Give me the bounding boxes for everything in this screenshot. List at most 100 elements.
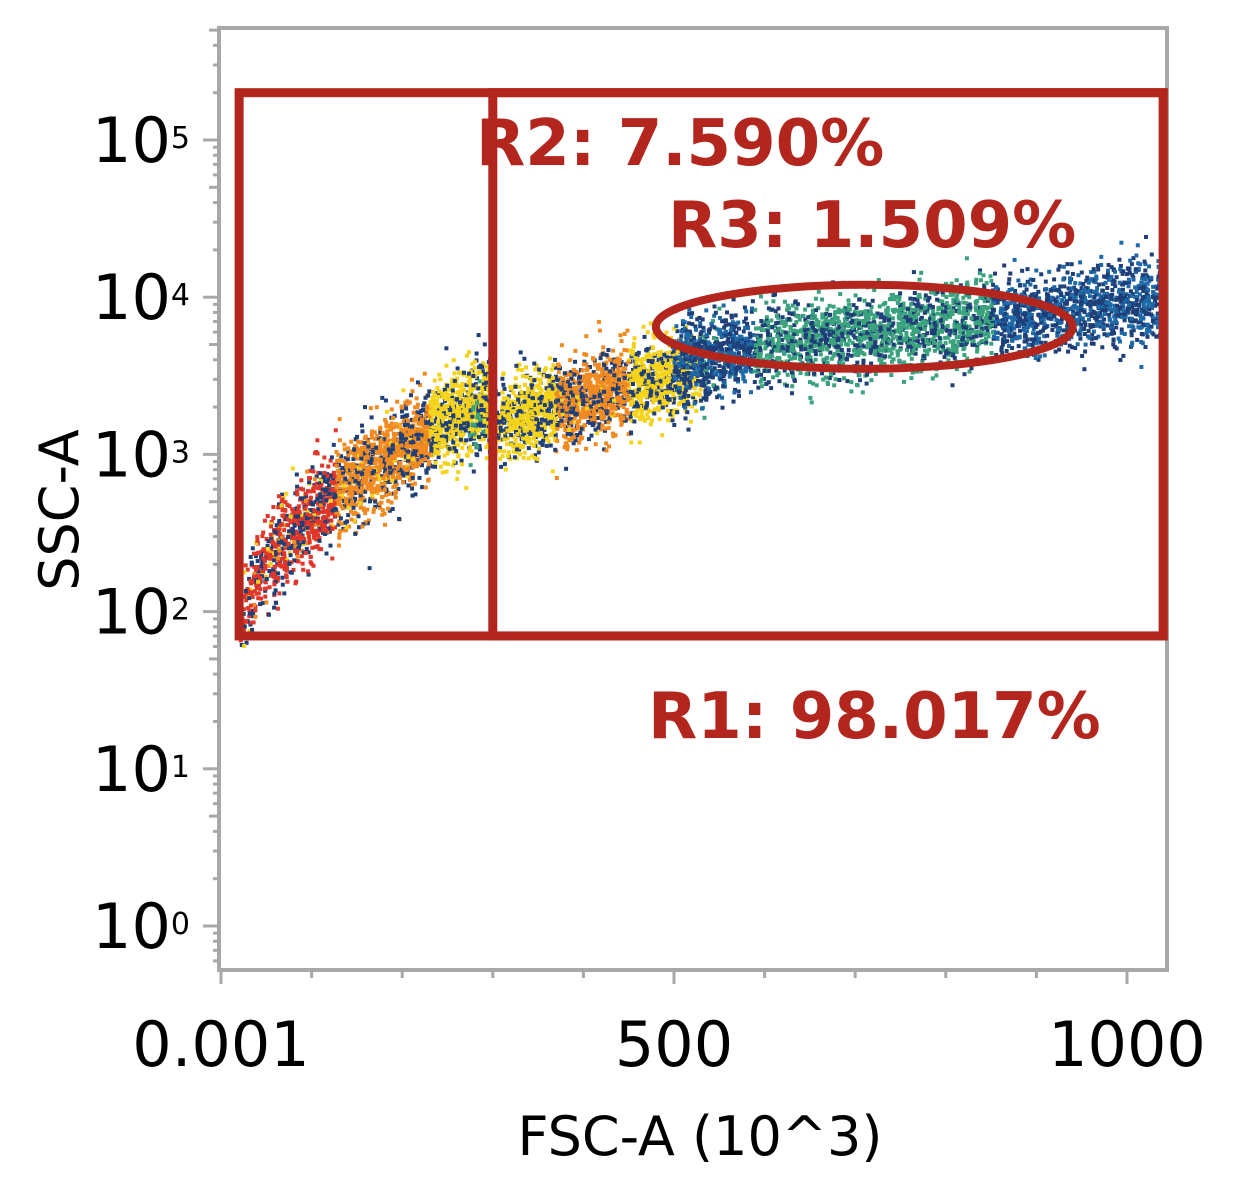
data-point [252, 572, 257, 576]
data-point [514, 442, 519, 447]
data-point [529, 401, 534, 406]
data-point [579, 392, 584, 397]
data-point [484, 445, 489, 450]
data-point [312, 477, 317, 482]
data-point [514, 410, 519, 414]
data-point [536, 425, 540, 430]
data-point [372, 449, 377, 454]
data-point [324, 551, 329, 556]
data-point [591, 392, 596, 397]
data-point [551, 413, 556, 418]
data-point [304, 498, 308, 503]
data-point [657, 385, 662, 390]
data-point [350, 479, 355, 484]
data-point [644, 386, 649, 391]
data-point [376, 445, 381, 450]
data-point [434, 414, 439, 419]
data-point [586, 419, 591, 424]
data-point [303, 521, 308, 526]
data-point [406, 449, 411, 454]
data-point [379, 481, 384, 486]
data-point [320, 463, 325, 468]
data-point [588, 412, 593, 417]
data-point [341, 470, 345, 475]
data-point [255, 538, 260, 543]
data-point [336, 469, 341, 474]
data-point [395, 424, 400, 429]
data-point [398, 441, 403, 446]
data-point [442, 405, 447, 410]
data-point [632, 411, 636, 416]
data-point [641, 324, 646, 329]
data-point [276, 551, 281, 556]
data-point [845, 379, 850, 384]
data-point [433, 393, 437, 398]
data-point [507, 399, 511, 404]
data-point [466, 380, 471, 385]
data-point [305, 512, 310, 517]
data-point [560, 412, 565, 416]
data-point [483, 415, 488, 420]
data-point [521, 455, 526, 460]
data-point [256, 569, 261, 574]
data-point [596, 319, 601, 324]
data-point [518, 429, 523, 434]
data-point [532, 405, 537, 410]
data-point [550, 386, 555, 391]
data-point [509, 433, 514, 437]
data-point [248, 603, 253, 608]
data-point [474, 385, 478, 390]
data-point [650, 360, 655, 365]
data-point [940, 303, 945, 308]
data-point [243, 563, 248, 568]
data-point [404, 468, 409, 472]
data-point [375, 486, 380, 491]
data-point [635, 407, 640, 412]
data-point [572, 380, 577, 385]
data-point [420, 485, 425, 490]
data-point [425, 452, 430, 457]
data-point [404, 454, 409, 459]
data-point [483, 372, 488, 377]
data-point [639, 381, 644, 386]
data-point [407, 444, 412, 449]
data-point [563, 441, 568, 446]
data-point [918, 308, 923, 313]
data-point [533, 433, 538, 438]
data-point [587, 373, 592, 378]
data-point [630, 390, 635, 395]
data-point [462, 421, 467, 426]
data-point [528, 398, 532, 403]
data-point [393, 469, 398, 474]
data-point [547, 377, 552, 382]
data-point [557, 424, 562, 429]
data-point [651, 371, 656, 376]
data-point [428, 422, 433, 427]
data-point [258, 576, 263, 580]
data-point [279, 522, 283, 527]
data-point [401, 435, 406, 440]
data-point [419, 458, 424, 463]
data-point [669, 358, 674, 363]
data-point [646, 379, 651, 384]
data-point [565, 406, 570, 411]
data-point [445, 404, 450, 409]
data-point [396, 447, 401, 452]
data-point [529, 404, 534, 409]
data-point [286, 535, 290, 539]
data-point [591, 410, 596, 415]
data-point [415, 405, 420, 410]
data-point [254, 582, 259, 587]
data-point [652, 361, 657, 366]
data-point [380, 431, 385, 436]
data-point [597, 422, 602, 427]
data-point [520, 423, 525, 428]
data-point [449, 433, 454, 437]
data-point [322, 455, 327, 460]
data-point [628, 376, 633, 380]
data-point [641, 391, 646, 396]
data-point [451, 449, 456, 454]
data-point [307, 513, 312, 518]
data-point [305, 569, 310, 574]
data-point [337, 513, 341, 518]
